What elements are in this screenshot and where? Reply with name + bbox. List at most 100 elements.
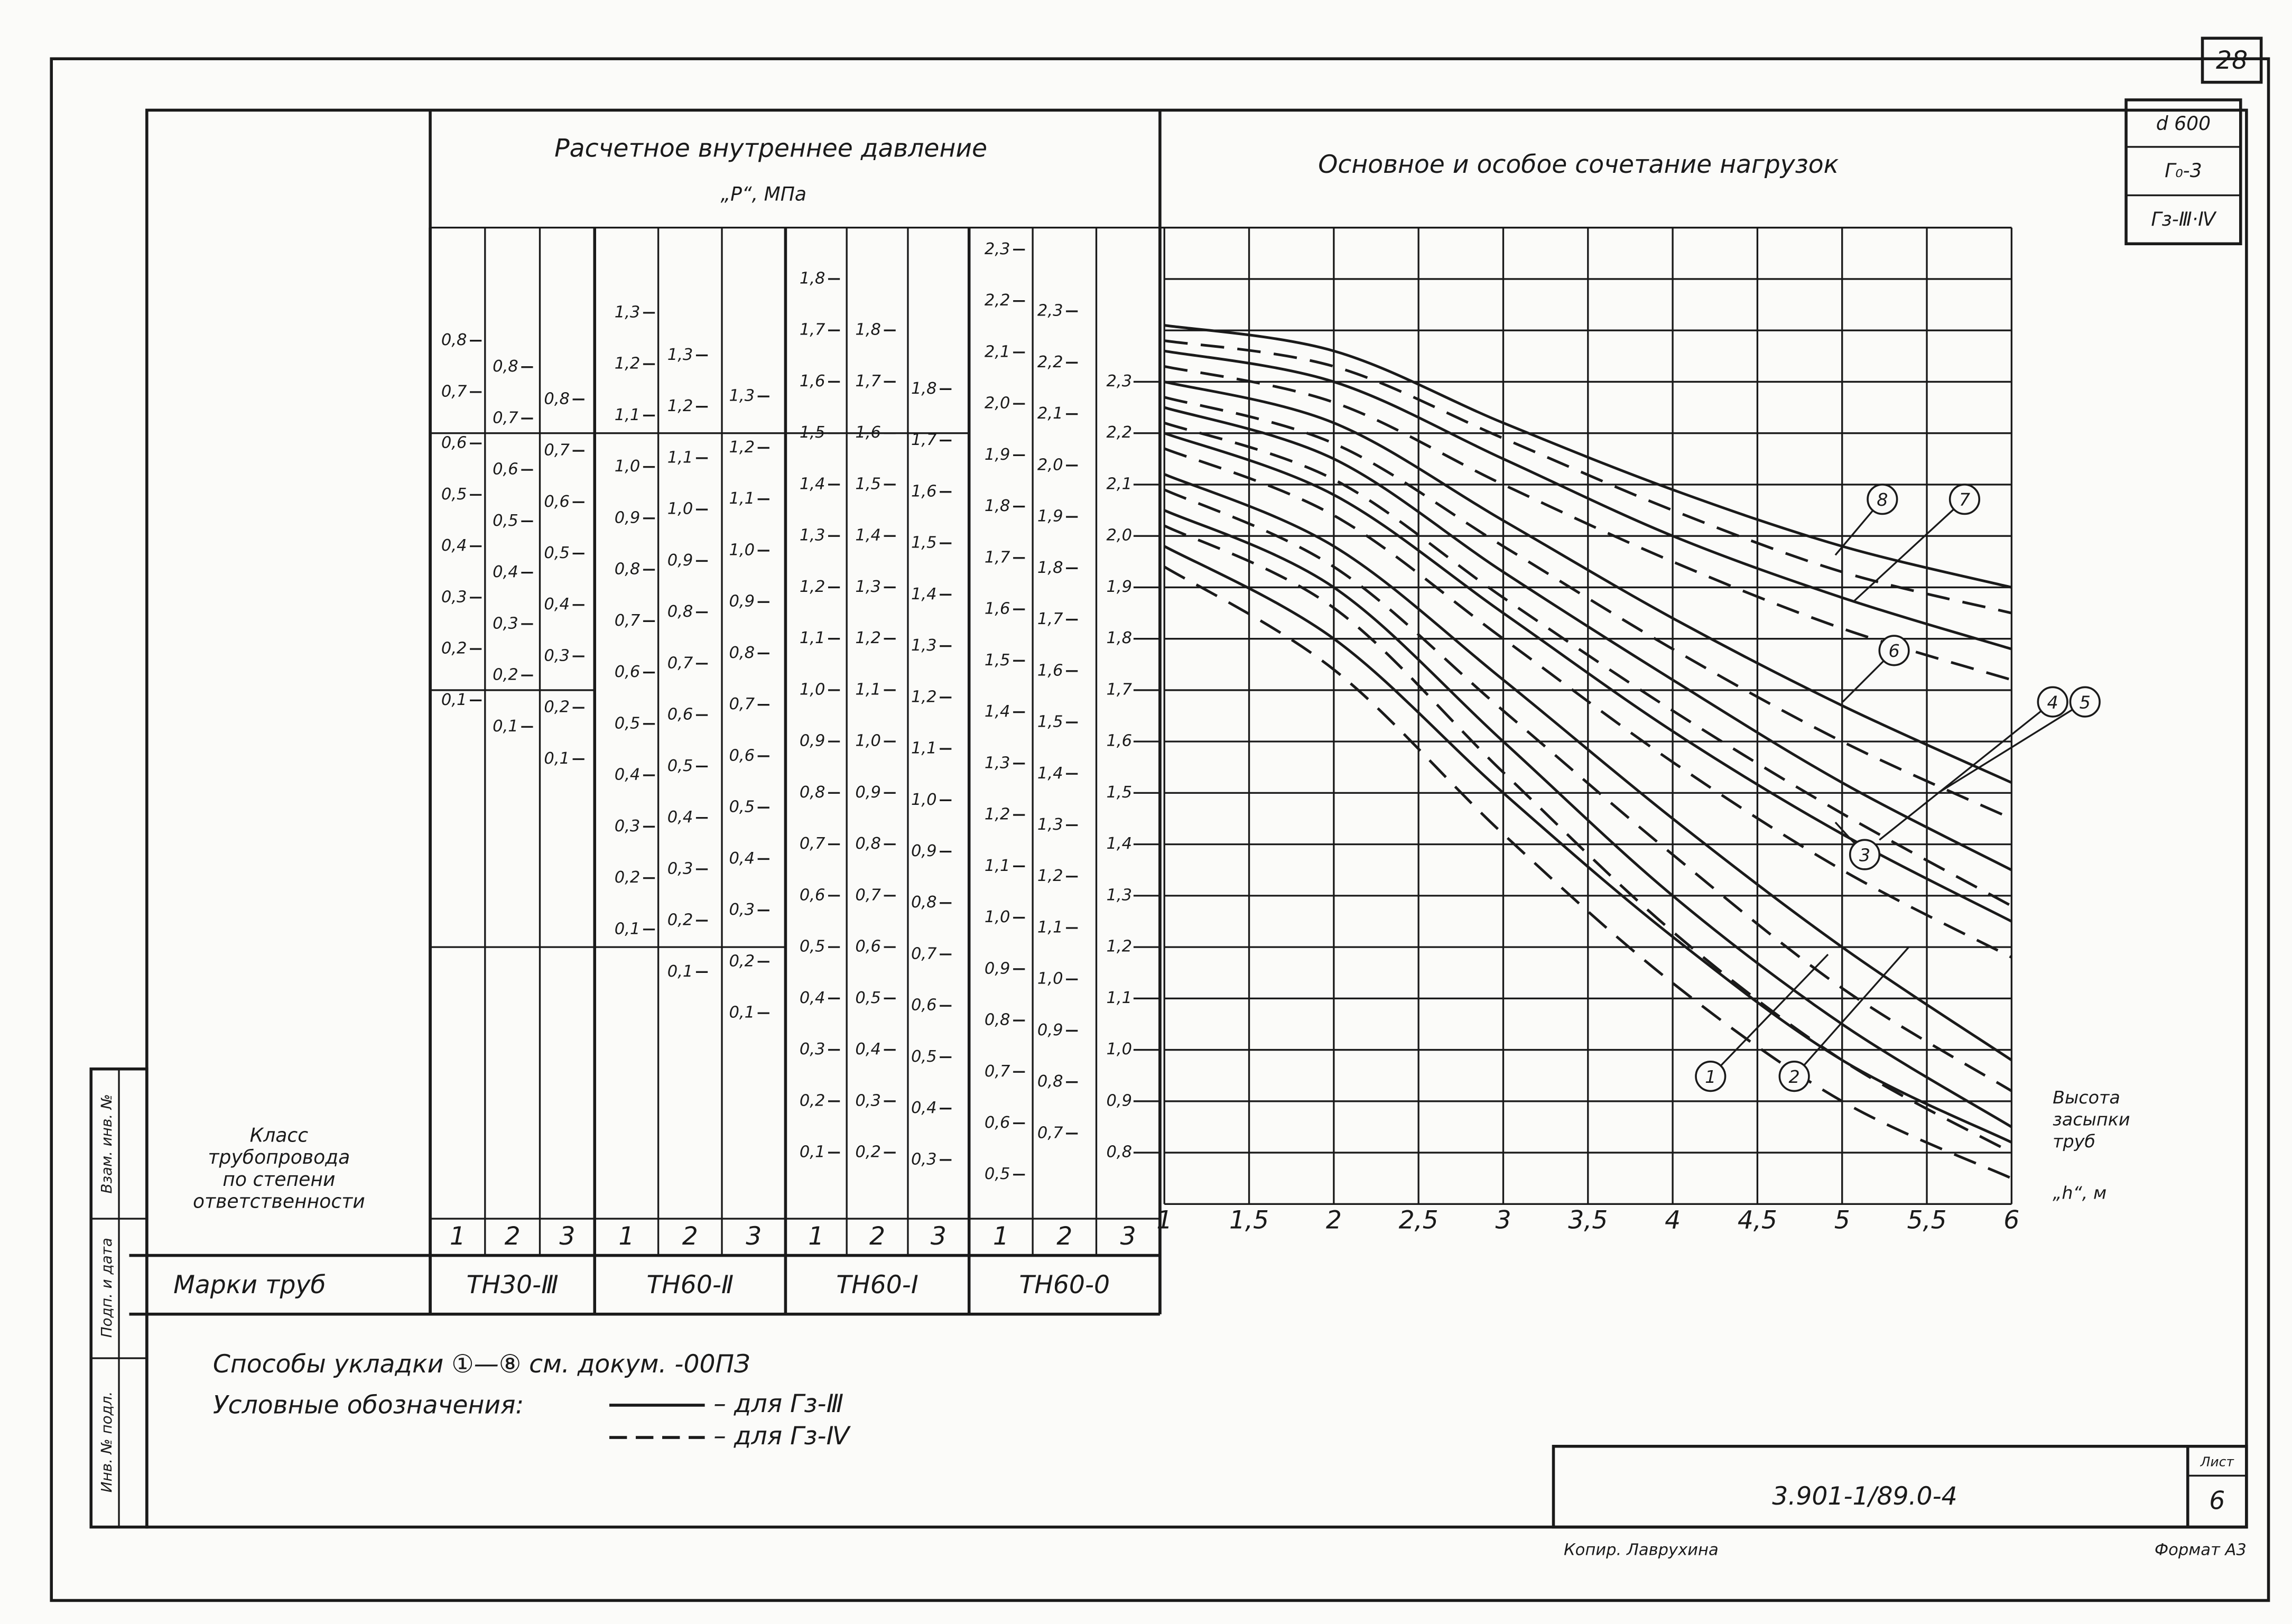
- scale-label: 0,6: [493, 460, 518, 479]
- curve-label: 4: [2047, 692, 2058, 712]
- scale-label: 0,2: [667, 911, 693, 930]
- scale-label: 1,3: [729, 387, 755, 405]
- curve-label: 1: [1705, 1066, 1716, 1087]
- y-tick-label: 1,5: [1107, 783, 1133, 802]
- class-number: 2: [682, 1222, 698, 1251]
- copied-by: Копир. Лаврухина: [1564, 1541, 1719, 1560]
- scale-label: 2,1: [985, 342, 1010, 361]
- label-circle: [1867, 484, 1898, 515]
- scale-label: 0,4: [441, 536, 467, 555]
- leader-line: [1793, 946, 1910, 1077]
- x-axis-label: засыпки: [2053, 1109, 2130, 1129]
- scale-label: 1,9: [985, 446, 1010, 464]
- pipe-grade: ТН30-Ⅲ: [467, 1270, 559, 1300]
- scale-label: 0,3: [615, 817, 641, 836]
- scale-label: 0,7: [544, 441, 570, 460]
- scale-label: 0,8: [1037, 1072, 1063, 1091]
- x-tick-label: 1: [1156, 1206, 1172, 1235]
- scale-label: 1,2: [1037, 867, 1063, 885]
- inner-frame: [145, 108, 2248, 1529]
- scale-label: 0,5: [911, 1047, 937, 1066]
- scale-label: 0,8: [441, 331, 467, 349]
- scale-label: 0,6: [855, 938, 881, 956]
- curve: [1164, 509, 2012, 1128]
- pressure-unit: „Р“, МПа: [720, 183, 806, 206]
- scale-label: 1,4: [985, 702, 1010, 721]
- y-tick-label: 1,4: [1107, 834, 1133, 853]
- sheet-number: 28: [2216, 46, 2248, 75]
- scale-label: 0,3: [855, 1091, 881, 1110]
- scale-label: 1,1: [1037, 918, 1063, 936]
- label-circle: [1878, 635, 1910, 666]
- y-tick-label: 2,0: [1107, 526, 1133, 545]
- scale-label: 0,3: [667, 859, 693, 878]
- scale-label: 1,6: [911, 482, 937, 500]
- scale-label: 0,3: [729, 901, 755, 919]
- curve-label: 2: [1789, 1066, 1800, 1087]
- scale-label: 1,3: [667, 346, 693, 364]
- x-tick-label: 4: [1665, 1206, 1681, 1235]
- scale-label: 0,1: [493, 717, 518, 736]
- scale-label: 2,3: [985, 240, 1010, 258]
- scale-label: 1,6: [800, 372, 825, 391]
- scale-label: 1,3: [985, 754, 1010, 772]
- scale-label: 0,1: [544, 749, 570, 768]
- curve: [1164, 349, 2012, 651]
- scale-label: 1,2: [855, 629, 881, 647]
- sheet-number-box: [2201, 36, 2263, 84]
- label-circle: [1695, 1061, 1727, 1092]
- scale-label: 0,7: [911, 944, 937, 963]
- sheet-label: Лист: [2200, 1454, 2235, 1469]
- scale-label: 1,2: [911, 688, 937, 706]
- scale-label: 0,7: [855, 886, 881, 904]
- scale-label: 1,5: [800, 423, 825, 442]
- x-tick-label: 4,5: [1738, 1206, 1777, 1235]
- scale-label: 1,1: [911, 739, 937, 758]
- scale-label: 0,5: [985, 1165, 1010, 1183]
- scale-label: 0,5: [441, 485, 467, 504]
- scale-label: 1,9: [1037, 507, 1063, 526]
- scale-label: 2,0: [1037, 456, 1063, 474]
- outer-frame: [50, 57, 2270, 1602]
- scale-label: 0,1: [441, 691, 467, 709]
- scale-label: 1,2: [615, 355, 641, 373]
- scale-label: 0,2: [729, 952, 755, 970]
- stamp-soil: Гз-Ⅲ·Ⅳ: [2151, 208, 2217, 230]
- side-stamp-label: Подп. и дата: [98, 1238, 115, 1338]
- y-tick-label: 1,9: [1107, 578, 1133, 596]
- scale-label: 0,7: [800, 834, 825, 853]
- leader-line: [1879, 701, 2054, 841]
- scale-label: 0,1: [615, 920, 641, 938]
- scale-label: 1,4: [911, 585, 937, 604]
- label-circle: [1948, 484, 1981, 515]
- scale-label: 1,0: [615, 457, 641, 476]
- scale-label: 2,3: [1037, 302, 1063, 320]
- curve: [1164, 421, 2012, 907]
- scale-label: 0,8: [615, 560, 641, 579]
- scale-label: 2,2: [1037, 353, 1063, 372]
- label-circle: [1849, 839, 1881, 870]
- scale-label: 1,0: [855, 732, 881, 750]
- scale-label: 0,9: [1037, 1021, 1063, 1040]
- class-label: ответственности: [193, 1190, 365, 1213]
- scale-label: 1,0: [911, 791, 937, 809]
- y-tick-label: 2,3: [1107, 372, 1133, 391]
- class-number: 3: [931, 1222, 947, 1251]
- leader-line: [1937, 701, 2086, 794]
- class-label: трубопровода: [208, 1146, 350, 1168]
- scale-label: 1,1: [615, 406, 641, 424]
- pipe-grades-label: Марки труб: [173, 1270, 326, 1300]
- y-tick-label: 0,8: [1107, 1143, 1133, 1162]
- scale-label: 1,3: [855, 578, 881, 596]
- curve-label: 3: [1859, 845, 1870, 865]
- sheet: 6: [2209, 1486, 2225, 1515]
- class-number: 1: [808, 1222, 824, 1251]
- x-axis-label: „h“, м: [2053, 1182, 2107, 1203]
- scale-label: 1,1: [729, 489, 755, 508]
- legend-label: – для Гз-Ⅲ: [713, 1389, 843, 1418]
- scale-label: 2,1: [1037, 404, 1063, 423]
- scale-label: 0,9: [911, 842, 937, 860]
- scale-label: 1,5: [855, 475, 881, 493]
- scale-label: 0,9: [985, 959, 1010, 978]
